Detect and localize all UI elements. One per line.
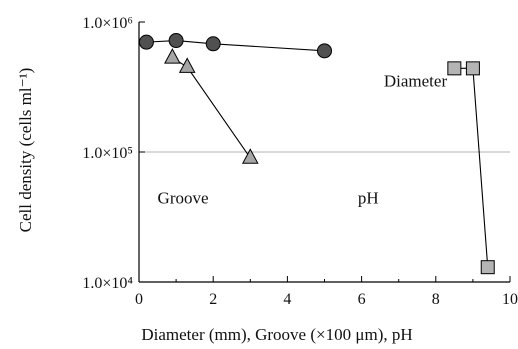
series-annotation: Diameter: [384, 71, 448, 90]
circle-marker: [205, 36, 221, 52]
circle-marker: [138, 34, 154, 50]
y-tick-label: 1.0×10⁵: [82, 145, 133, 162]
x-tick-label: 8: [432, 291, 440, 308]
series-annotation: Groove: [158, 189, 209, 208]
triangle-marker: [178, 57, 196, 73]
square-marker: [465, 61, 480, 76]
x-axis-ticks: 0 2 4 6 8 10: [135, 276, 518, 308]
circle-marker: [168, 33, 184, 49]
x-tick-label: 4: [283, 291, 291, 308]
x-tick-label: 0: [135, 291, 143, 308]
y-tick-label: 1.0×10⁴: [82, 275, 133, 292]
triangle-marker: [164, 48, 181, 64]
series-line-square: [454, 67, 489, 268]
y-axis-label: Cell density (cells ml⁻¹): [16, 68, 35, 233]
square-marker: [447, 61, 462, 76]
square-marker: [480, 260, 495, 275]
data-markers: [138, 33, 495, 275]
y-tick-label: 1.0×10⁶: [82, 15, 133, 32]
x-axis-label: Diameter (mm), Groove (×100 μm), pH: [141, 325, 412, 344]
series-line-circle: [146, 39, 325, 52]
x-tick-label: 10: [502, 291, 518, 308]
x-tick-label: 2: [209, 291, 217, 308]
series-annotation: pH: [358, 189, 379, 208]
x-tick-label: 6: [358, 291, 366, 308]
annotations: Diameter Groove pH: [158, 71, 448, 207]
circle-marker: [317, 43, 332, 59]
triangle-marker: [241, 148, 259, 164]
y-axis-ticks: 1.0×10⁴ 1.0×10⁵ 1.0×10⁶: [82, 15, 145, 292]
